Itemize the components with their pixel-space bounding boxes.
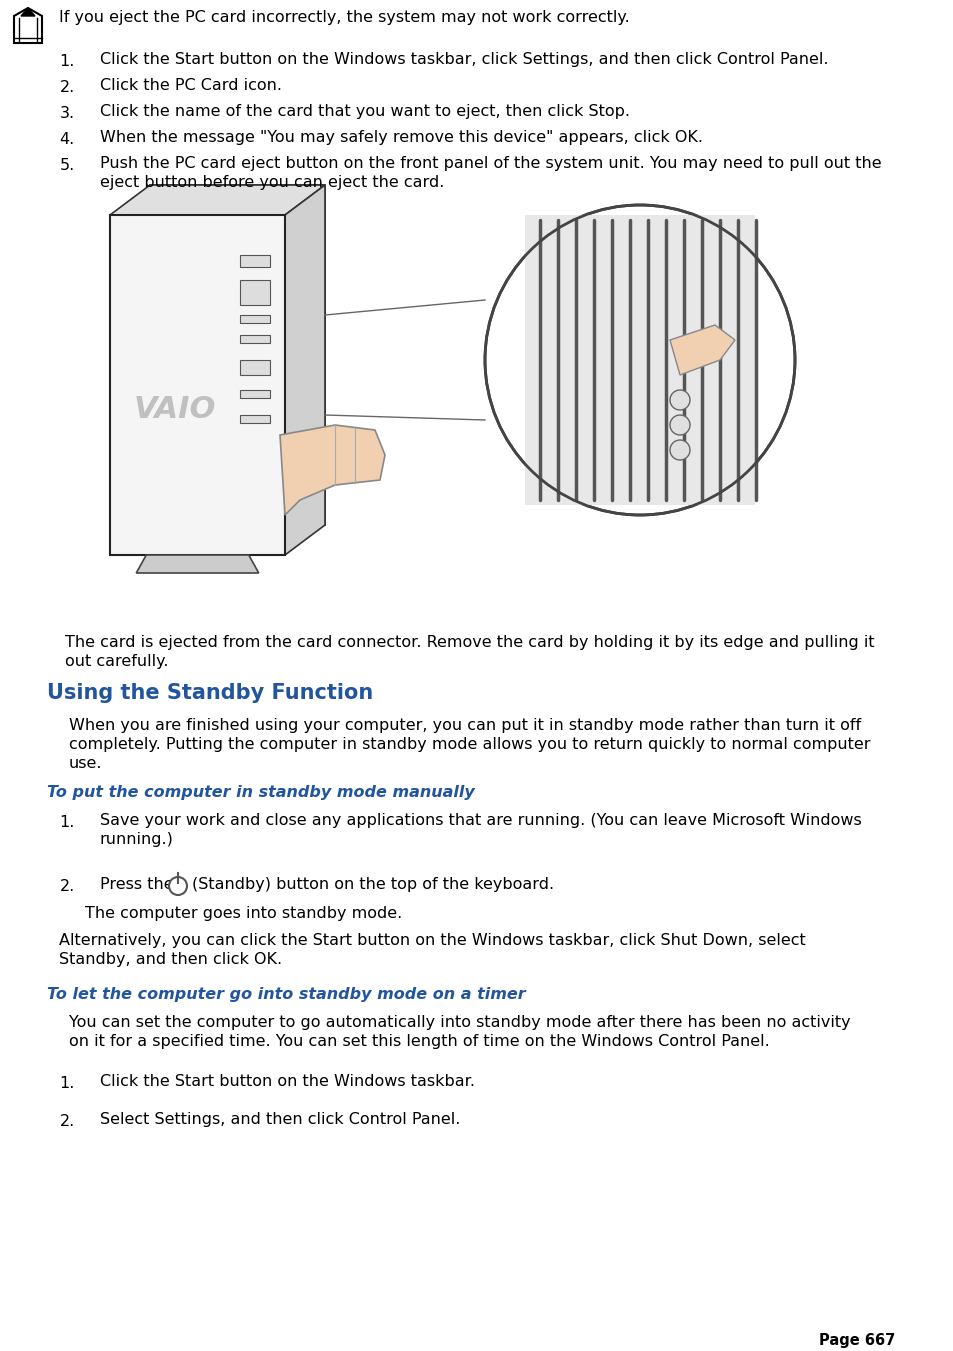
Text: on it for a specified time. You can set this length of time on the Windows Contr: on it for a specified time. You can set …	[69, 1034, 769, 1048]
Text: out carefully.: out carefully.	[65, 654, 169, 669]
Text: The card is ejected from the card connector. Remove the card by holding it by it: The card is ejected from the card connec…	[65, 635, 874, 650]
Text: completely. Putting the computer in standby mode allows you to return quickly to: completely. Putting the computer in stan…	[69, 738, 869, 753]
Text: Push the PC card eject button on the front panel of the system unit. You may nee: Push the PC card eject button on the fro…	[100, 155, 881, 172]
Circle shape	[484, 205, 794, 515]
Text: To let the computer go into standby mode on a timer: To let the computer go into standby mode…	[47, 988, 525, 1002]
Circle shape	[669, 440, 689, 459]
Text: eject button before you can eject the card.: eject button before you can eject the ca…	[100, 176, 444, 190]
Text: Click the Start button on the Windows taskbar.: Click the Start button on the Windows ta…	[100, 1074, 475, 1089]
Text: Using the Standby Function: Using the Standby Function	[47, 684, 373, 703]
Text: 2.: 2.	[60, 80, 75, 95]
Text: If you eject the PC card incorrectly, the system may not work correctly.: If you eject the PC card incorrectly, th…	[59, 9, 629, 26]
Polygon shape	[21, 8, 35, 16]
Text: Standby, and then click OK.: Standby, and then click OK.	[59, 952, 282, 967]
Text: Select Settings, and then click Control Panel.: Select Settings, and then click Control …	[100, 1112, 460, 1127]
Circle shape	[669, 390, 689, 409]
Polygon shape	[280, 426, 385, 515]
FancyBboxPatch shape	[524, 215, 754, 505]
Text: (Standby) button on the top of the keyboard.: (Standby) button on the top of the keybo…	[192, 877, 554, 892]
Text: 4.: 4.	[60, 132, 75, 147]
Polygon shape	[14, 8, 42, 43]
Polygon shape	[285, 185, 325, 555]
Text: 2.: 2.	[60, 1115, 75, 1129]
Text: running.): running.)	[100, 832, 173, 847]
Polygon shape	[669, 326, 734, 376]
Text: 3.: 3.	[60, 105, 75, 122]
Text: Page 667: Page 667	[818, 1333, 894, 1348]
FancyBboxPatch shape	[240, 280, 270, 305]
Text: To put the computer in standby mode manually: To put the computer in standby mode manu…	[47, 785, 475, 800]
Polygon shape	[150, 185, 325, 526]
Text: Click the PC Card icon.: Click the PC Card icon.	[100, 78, 282, 93]
FancyBboxPatch shape	[240, 335, 270, 343]
Text: 1.: 1.	[59, 815, 75, 830]
Text: Alternatively, you can click the Start button on the Windows taskbar, click Shut: Alternatively, you can click the Start b…	[59, 934, 805, 948]
Text: 5.: 5.	[60, 158, 75, 173]
Text: 1.: 1.	[59, 54, 75, 69]
FancyBboxPatch shape	[240, 359, 270, 376]
Polygon shape	[110, 185, 325, 215]
Text: When the message "You may safely remove this device" appears, click OK.: When the message "You may safely remove …	[100, 130, 702, 145]
Circle shape	[669, 415, 689, 435]
Text: Click the Start button on the Windows taskbar, click Settings, and then click Co: Click the Start button on the Windows ta…	[100, 51, 827, 68]
Text: use.: use.	[69, 757, 102, 771]
Polygon shape	[136, 555, 258, 573]
Text: You can set the computer to go automatically into standby mode after there has b: You can set the computer to go automatic…	[69, 1015, 850, 1029]
FancyBboxPatch shape	[240, 255, 270, 267]
Text: 2.: 2.	[60, 880, 75, 894]
Text: 1.: 1.	[59, 1075, 75, 1092]
Text: The computer goes into standby mode.: The computer goes into standby mode.	[85, 907, 402, 921]
Text: Press the: Press the	[100, 877, 173, 892]
Circle shape	[169, 877, 187, 894]
FancyBboxPatch shape	[110, 215, 285, 555]
FancyBboxPatch shape	[240, 390, 270, 399]
FancyBboxPatch shape	[240, 415, 270, 423]
Text: When you are finished using your computer, you can put it in standby mode rather: When you are finished using your compute…	[69, 717, 861, 734]
Text: Save your work and close any applications that are running. (You can leave Micro: Save your work and close any application…	[100, 813, 861, 828]
FancyBboxPatch shape	[240, 315, 270, 323]
Text: VAIO: VAIO	[133, 396, 216, 424]
Text: Click the name of the card that you want to eject, then click Stop.: Click the name of the card that you want…	[100, 104, 629, 119]
